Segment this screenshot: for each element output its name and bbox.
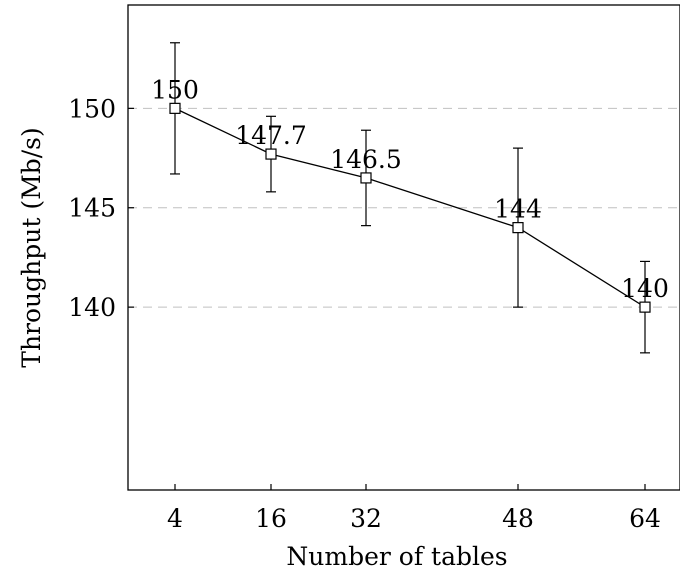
grid-lines [128, 107, 680, 308]
data-labels: 150 147.7 146.5 144 140 [151, 75, 669, 303]
data-label: 147.7 [235, 121, 307, 150]
y-tick-label: 140 [68, 293, 116, 322]
data-point-marker [360, 172, 372, 184]
data-markers [169, 102, 651, 313]
x-tick-label: 64 [629, 504, 661, 533]
y-tick-label: 150 [68, 94, 116, 123]
y-axis-title: Throughput (Mb/s) [17, 127, 46, 367]
x-tick-label: 16 [255, 504, 287, 533]
y-tick-labels: 140 145 150 [68, 94, 116, 322]
data-point-marker [265, 148, 277, 160]
data-point-marker [512, 222, 524, 234]
data-label: 144 [494, 195, 542, 224]
x-tick-label: 48 [502, 504, 534, 533]
data-label: 140 [621, 274, 669, 303]
data-point-marker [169, 102, 181, 114]
x-tick-label: 32 [350, 504, 382, 533]
data-label: 150 [151, 75, 199, 104]
data-point-marker [639, 301, 651, 313]
y-tick-label: 145 [68, 194, 116, 223]
data-label: 146.5 [330, 145, 402, 174]
x-tick-labels: 4 16 32 48 64 [167, 504, 661, 533]
plot-area-frame [127, 4, 680, 491]
x-axis-title: Number of tables [286, 542, 507, 571]
axis-ticks [128, 107, 646, 490]
x-tick-label: 4 [167, 504, 183, 533]
error-bars [170, 42, 650, 354]
